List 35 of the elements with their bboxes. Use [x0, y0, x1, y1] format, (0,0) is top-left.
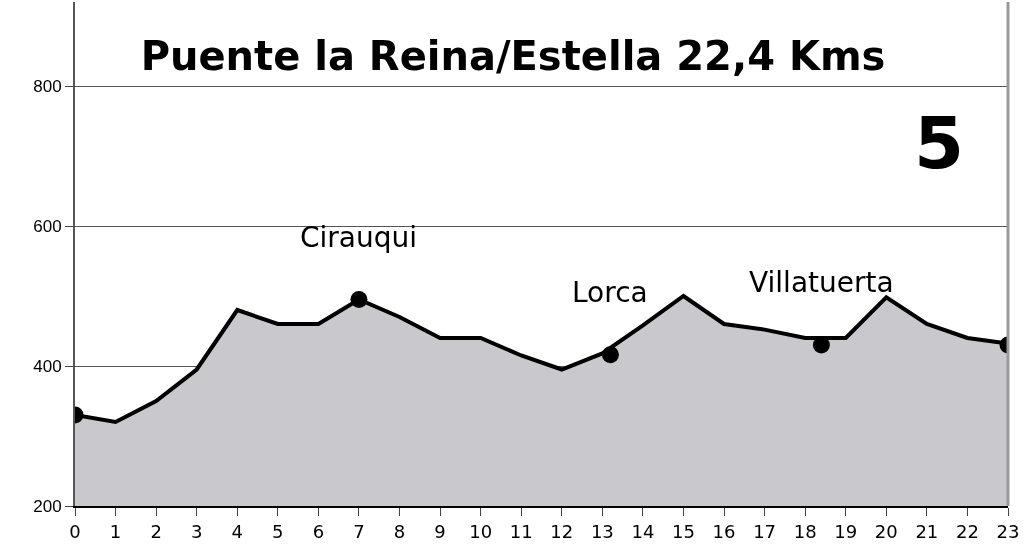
point	[350, 291, 368, 308]
x-tick-label: 11	[509, 520, 533, 542]
x-tick-label: 18	[793, 520, 817, 542]
x-tick-label: 21	[915, 520, 939, 542]
x-tick-label: 20	[874, 520, 898, 542]
y-tick-label: 200	[33, 496, 62, 516]
point	[601, 346, 619, 364]
x-tick-label: 1	[109, 520, 122, 542]
annotation: Cirauqui	[300, 221, 418, 254]
x-tick-label: 12	[550, 520, 574, 542]
annotation: Villatuerta	[749, 266, 894, 299]
x-tick-label: 22	[955, 520, 979, 542]
x-tick-label: 23	[996, 520, 1020, 542]
y-tick-label: 600	[33, 216, 62, 236]
x-tick-label: 2	[150, 520, 162, 542]
x-tick-label: 15	[672, 520, 695, 542]
x-tick-label: 10	[469, 520, 493, 542]
text: Puente la Reina/Estella 22,4 Kms	[140, 32, 886, 79]
x-tick-label: 4	[231, 520, 243, 542]
x-tick-label: 0	[69, 520, 81, 542]
x-tick-label: 3	[190, 520, 203, 542]
x-tick-label: 13	[590, 520, 614, 542]
x-tick-label: 5	[272, 520, 284, 542]
x-tick-label: 14	[631, 520, 655, 542]
annotation: Lorca	[572, 276, 648, 309]
x-tick-label: 8	[393, 520, 406, 542]
x-tick-label: 16	[712, 520, 736, 542]
x-tick-label: 7	[353, 520, 365, 542]
y-tick-label: 400	[33, 356, 62, 376]
x-tick-label: 17	[753, 520, 777, 542]
annotation: 5	[914, 101, 965, 185]
x-tick-label: 9	[434, 520, 446, 542]
y-tick-label: 800	[33, 76, 62, 96]
x-tick-label: 19	[834, 520, 858, 542]
x-tick-label: 6	[312, 520, 325, 542]
